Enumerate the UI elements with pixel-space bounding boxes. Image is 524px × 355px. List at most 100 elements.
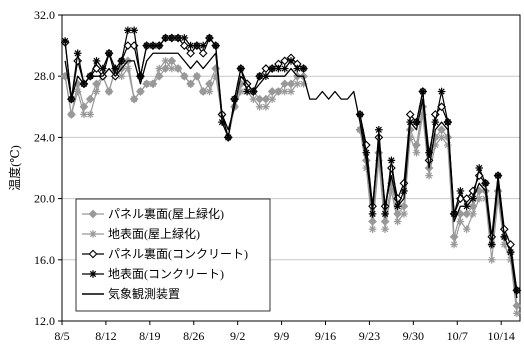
legend: パネル裏面(屋上緑化) 地表面(屋上緑化) パネル裏面(コンクリート) 地表面(コンク… [75, 198, 271, 312]
data-point [513, 286, 521, 295]
legend-box [75, 198, 271, 312]
data-point [481, 179, 490, 188]
data-point [274, 87, 283, 96]
data-point [67, 110, 76, 119]
data-point [437, 125, 446, 135]
legend-entry: パネル裏面(屋上緑化) [82, 206, 224, 221]
data-point [198, 48, 208, 58]
data-point [468, 201, 478, 211]
data-point [412, 148, 421, 157]
data-point [280, 64, 289, 73]
y-axis-label: 温度(℃) [7, 145, 22, 190]
x-tick-label: 8/19 [139, 329, 160, 343]
data-point [437, 87, 446, 96]
data-point [180, 72, 189, 80]
data-point [286, 79, 296, 89]
data-point [142, 41, 151, 50]
legend-marker [88, 249, 98, 259]
data-point [418, 87, 427, 96]
data-point [73, 87, 82, 96]
data-point [211, 41, 220, 50]
data-point [444, 118, 452, 126]
y-tick-label: 28.0 [34, 69, 55, 83]
series-line [64, 52, 518, 299]
data-point [193, 41, 201, 50]
legend-marker [88, 209, 98, 219]
data-point [513, 309, 521, 318]
data-point [161, 57, 170, 65]
legend-label: 地表面(コンクリート) [108, 267, 224, 281]
data-point [61, 37, 69, 45]
data-point [205, 34, 214, 42]
data-point [124, 26, 132, 35]
data-point [92, 57, 101, 65]
x-tick-label: 8/5 [54, 329, 69, 343]
data-point [124, 64, 132, 73]
legend-entry: 気象観測装置 [82, 286, 180, 301]
data-point [117, 57, 126, 65]
axis-layer: 12.0 16.0 20.0 24.0 28.0 32.0 8/5 8/12 8/19 8/26 9… [34, 8, 515, 343]
legend-marker [89, 270, 97, 278]
data-point [400, 210, 408, 218]
data-point [287, 57, 295, 65]
series-line [359, 113, 518, 314]
legend-entry: パネル裏面(コンクリート) [82, 246, 248, 261]
data-point [136, 87, 145, 96]
x-tick-label: 9/16 [315, 329, 336, 343]
data-point [268, 95, 276, 103]
data-point [280, 56, 290, 66]
data-point [186, 41, 195, 50]
data-point [262, 103, 270, 111]
legend-label: パネル裏面(コンクリート) [108, 246, 248, 261]
data-point [405, 110, 415, 119]
data-point [425, 171, 433, 180]
data-point [368, 225, 377, 233]
data-point [179, 41, 189, 50]
data-point [224, 133, 233, 142]
data-point [456, 217, 465, 226]
data-point [299, 64, 308, 73]
data-point [456, 187, 465, 195]
data-point [130, 95, 138, 103]
data-point [155, 41, 164, 50]
data-point [105, 87, 113, 96]
x-tick-label: 9/9 [274, 329, 289, 343]
data-point [105, 49, 113, 58]
series-2 [61, 57, 521, 318]
data-point [487, 256, 496, 264]
data-point [381, 210, 389, 218]
data-point [111, 64, 120, 73]
data-point [199, 41, 207, 50]
x-tick-label: 9/30 [403, 329, 424, 343]
y-tick-label: 20.0 [34, 192, 55, 206]
data-point [73, 49, 82, 58]
legend-label: 地表面(屋上緑化) [108, 226, 200, 241]
plot-area-frame [61, 14, 521, 322]
legend-entry: 地表面(屋上緑化) [82, 226, 200, 241]
x-tick-label: 8/26 [183, 329, 204, 343]
data-point [167, 56, 177, 66]
data-point [161, 34, 170, 42]
legend-entry: 地表面(コンクリート) [82, 267, 224, 281]
y-tick-label: 16.0 [34, 253, 55, 267]
y-tick-label: 32.0 [34, 8, 55, 22]
legend-marker [89, 230, 97, 238]
data-point [161, 64, 170, 73]
data-point [462, 225, 471, 233]
series-5 [64, 52, 518, 299]
data-point [92, 87, 101, 96]
data-point [450, 240, 458, 249]
data-point [255, 94, 265, 104]
data-point [268, 64, 276, 73]
data-point [469, 210, 477, 218]
data-point [431, 118, 440, 126]
data-point [193, 72, 201, 80]
data-point [444, 141, 452, 149]
data-point [475, 164, 484, 172]
x-tick-label: 10/14 [488, 329, 515, 343]
data-point [85, 94, 95, 104]
legend-label: 気象観測装置 [108, 286, 180, 301]
x-tick-label: 10/7 [447, 329, 468, 343]
